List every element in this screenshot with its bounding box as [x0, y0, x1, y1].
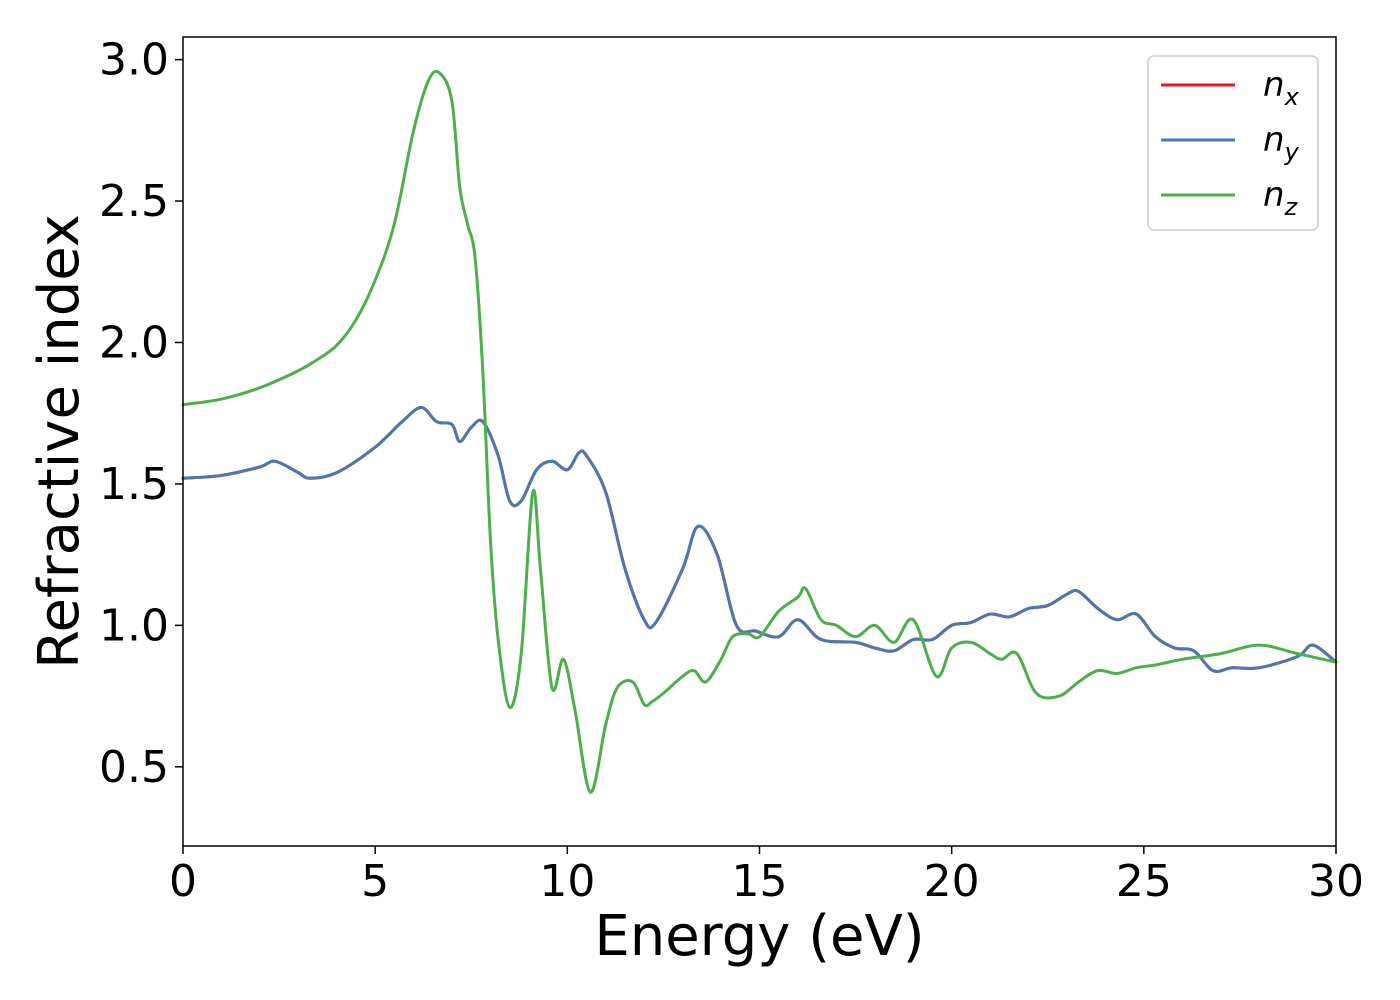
x-tick-label: 20	[924, 856, 980, 907]
y-tick-label: 2.5	[99, 176, 169, 227]
y-tick-label: 3.0	[99, 35, 169, 86]
y-tick-label: 1.5	[99, 459, 169, 510]
x-tick-label: 10	[539, 856, 595, 907]
legend-label-z: nz	[1263, 175, 1299, 221]
y-tick-label: 1.0	[99, 600, 169, 651]
legend-label-y: ny	[1263, 120, 1300, 166]
x-tick-label: 0	[169, 856, 197, 907]
y-axis-title: Refractive index	[27, 214, 92, 669]
y-tick-label: 0.5	[99, 742, 169, 793]
y-tick-label: 2.0	[99, 317, 169, 368]
x-tick-label: 15	[732, 856, 788, 907]
x-tick-label: 5	[361, 856, 389, 907]
series-line-y	[181, 406, 1338, 673]
ticks-layer: 0 5 10 15 20 25 30 0.5 1.0 1.5 2.0 2.5 3.0	[99, 35, 1364, 907]
x-tick-label: 30	[1308, 856, 1364, 907]
legend-box	[1147, 55, 1319, 231]
x-axis-title: Energy (eV)	[594, 904, 924, 969]
x-tick-label: 25	[1116, 856, 1172, 907]
series-layer	[181, 69, 1338, 794]
legend: nx ny nz	[1147, 55, 1319, 231]
series-line-z	[181, 69, 1338, 794]
legend-label-x: nx	[1263, 65, 1300, 111]
